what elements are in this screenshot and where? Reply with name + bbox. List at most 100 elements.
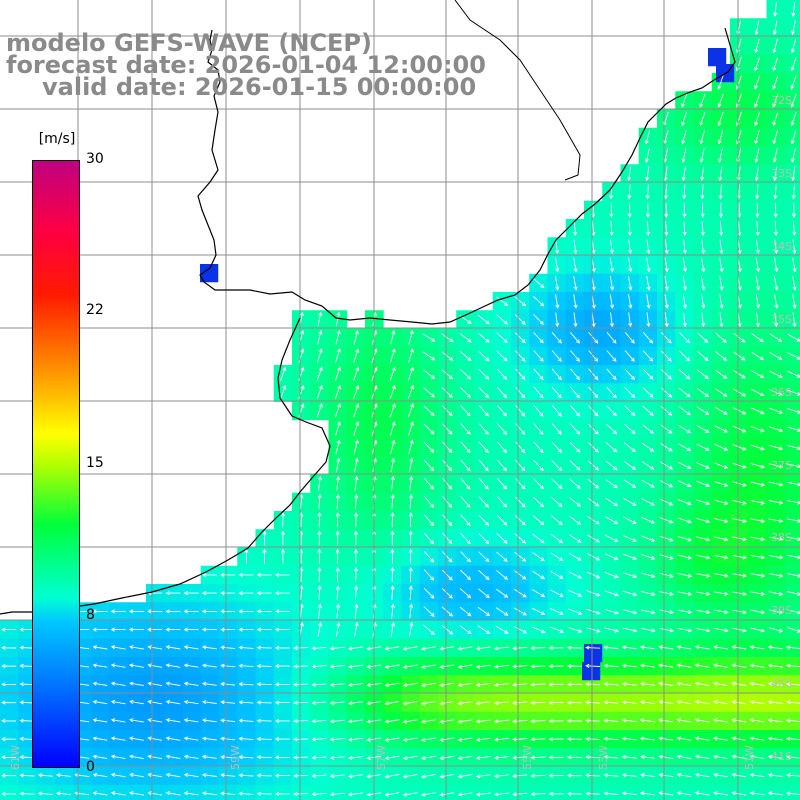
- wind-arrow: [566, 664, 582, 669]
- wind-arrow: [1, 755, 17, 760]
- wind-arrow: [442, 478, 453, 490]
- wind-arrow: [585, 700, 601, 705]
- wind-arrow: [773, 221, 779, 237]
- wind-cell: [784, 146, 800, 165]
- wind-arrow: [533, 314, 544, 325]
- wind-arrow: [512, 682, 528, 687]
- wind-arrow: [110, 791, 126, 796]
- wind-arrow: [550, 571, 564, 579]
- wind-arrow: [604, 590, 619, 597]
- wind-arrow: [92, 663, 108, 668]
- wind-arrow: [754, 166, 759, 182]
- wind-arrow: [478, 459, 489, 472]
- wind-arrow: [548, 737, 564, 742]
- wind-arrow: [457, 719, 473, 724]
- wind-arrow: [641, 479, 655, 488]
- wind-arrow: [731, 791, 747, 796]
- coastline: [0, 0, 736, 615]
- wind-arrow: [389, 366, 396, 381]
- wind-arrow: [623, 479, 637, 488]
- wind-arrow: [353, 384, 360, 400]
- wind-arrow: [699, 93, 706, 108]
- wind-arrow: [496, 514, 508, 526]
- wind-arrow: [714, 443, 729, 451]
- wind-arrow: [514, 570, 527, 580]
- wind-cell: [784, 36, 800, 56]
- wind-arrow: [550, 515, 563, 526]
- wind-arrow: [493, 792, 509, 797]
- wind-arrow: [402, 737, 418, 742]
- wind-arrow: [587, 478, 600, 489]
- wind-arrow: [129, 736, 144, 741]
- wind-arrow: [713, 554, 729, 560]
- wind-cell-calm: [200, 264, 219, 283]
- wind-arrow: [201, 572, 217, 577]
- wind-arrow: [713, 517, 729, 524]
- wind-arrow: [165, 718, 181, 723]
- wind-arrow: [408, 530, 413, 546]
- wind-arrow: [750, 425, 765, 433]
- wind-arrow: [530, 682, 546, 687]
- wind-arrow: [92, 681, 108, 686]
- wind-arrow: [755, 202, 760, 218]
- wind-cell: [784, 456, 800, 475]
- wind-arrow: [731, 663, 747, 668]
- wind-arrow: [768, 518, 784, 523]
- wind-arrow: [551, 460, 563, 472]
- wind-arrow: [550, 589, 564, 597]
- wind-arrow: [609, 239, 614, 255]
- wind-arrow: [1, 645, 17, 650]
- wind-arrow: [493, 682, 509, 687]
- wind-arrow: [786, 481, 800, 487]
- wind-cell: [784, 602, 800, 621]
- wind-arrow: [605, 442, 618, 453]
- wind-arrow: [717, 148, 723, 163]
- wind-arrow: [274, 664, 290, 669]
- wind-arrow: [605, 460, 618, 471]
- wind-arrow: [714, 462, 729, 469]
- wind-arrow: [353, 566, 358, 582]
- wind-arrow: [496, 386, 508, 399]
- wind-arrow: [750, 536, 766, 542]
- wind-arrow: [335, 311, 341, 327]
- wind-arrow: [293, 737, 309, 742]
- wind-arrow: [790, 111, 797, 127]
- wind-arrow: [439, 737, 455, 742]
- wind-cell: [675, 784, 694, 800]
- wind-arrow: [604, 608, 620, 615]
- wind-arrow: [774, 294, 779, 309]
- wind-arrow: [513, 607, 528, 616]
- wind-arrow: [147, 754, 163, 760]
- wind-arrow: [408, 348, 414, 363]
- wind-arrow: [785, 736, 800, 741]
- wind-arrow: [548, 664, 564, 669]
- wind-arrow: [568, 608, 583, 615]
- wind-arrow: [147, 791, 163, 796]
- wind-arrow: [390, 512, 395, 528]
- wind-arrow: [421, 700, 436, 706]
- wind-arrow: [421, 755, 436, 761]
- wind-arrow: [604, 571, 619, 579]
- wind-arrow: [220, 681, 236, 687]
- wind-arrow: [353, 348, 360, 363]
- wind-arrow: [317, 493, 322, 509]
- wind-arrow: [238, 645, 254, 650]
- wind-arrow: [441, 351, 454, 361]
- wind-arrow: [749, 718, 765, 723]
- wind-arrow: [568, 571, 582, 579]
- wind-cell: [784, 219, 800, 238]
- wind-arrow: [423, 459, 435, 472]
- wind-arrow: [697, 350, 709, 362]
- wind-arrow: [713, 681, 728, 687]
- wind-arrow: [588, 405, 599, 417]
- wind-arrow: [768, 426, 784, 433]
- wind-arrow: [586, 590, 601, 597]
- wind-arrow: [129, 663, 144, 668]
- wind-arrow: [695, 536, 711, 542]
- wind-arrow: [660, 424, 673, 434]
- wind-arrow: [623, 442, 636, 453]
- wind-arrow: [421, 792, 436, 797]
- wind-arrow: [774, 312, 779, 328]
- wind-arrow: [201, 718, 217, 723]
